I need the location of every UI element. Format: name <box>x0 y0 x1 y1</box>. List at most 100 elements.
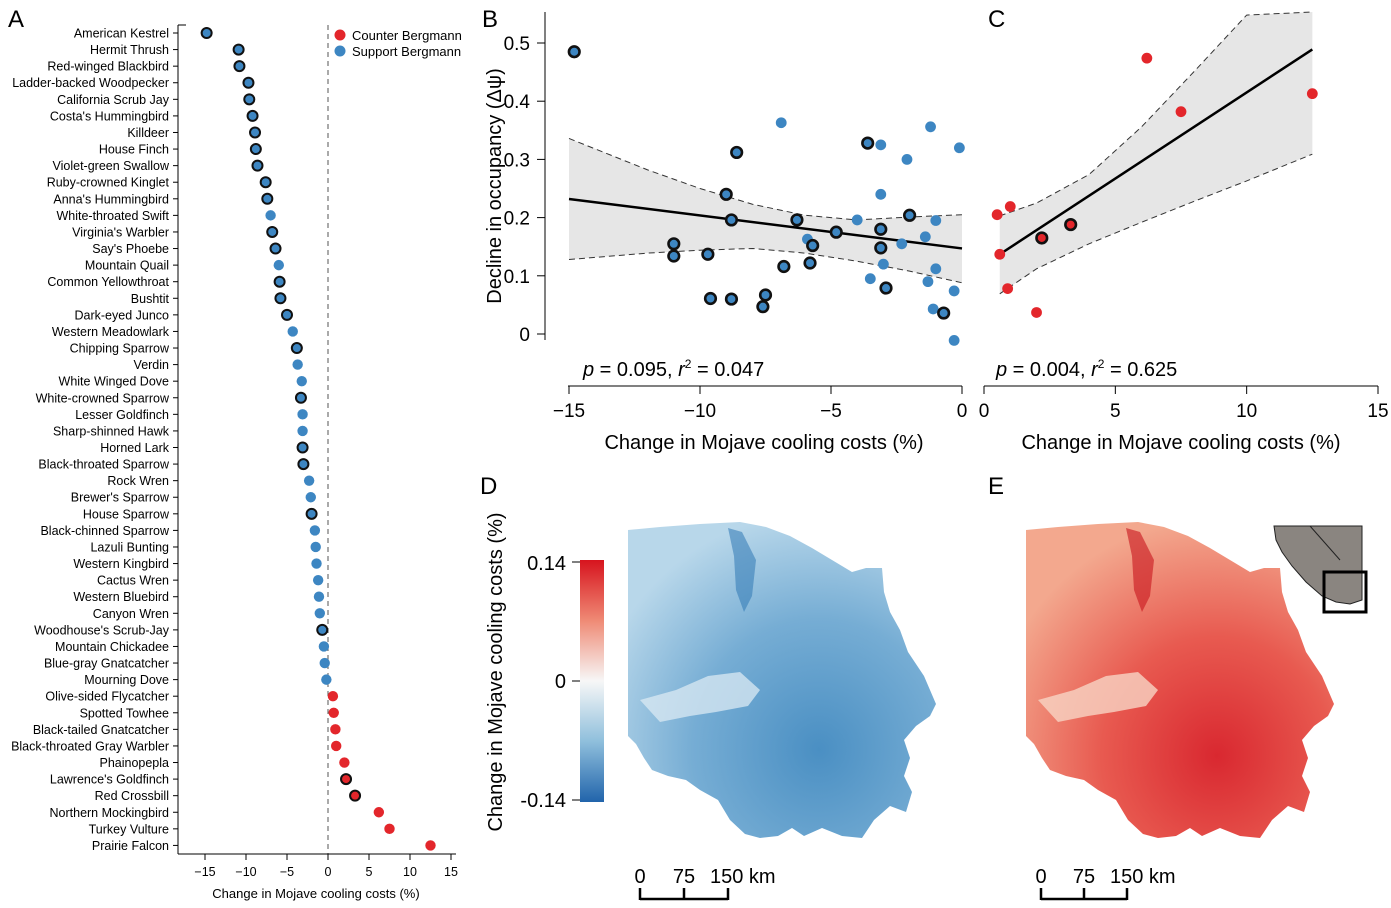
y-tick-label: 0.4 <box>504 92 531 113</box>
species-label: Northern Mockingbird <box>50 806 170 820</box>
species-point <box>339 757 350 768</box>
species-point <box>249 126 262 139</box>
species-point <box>303 475 315 486</box>
y-tick-label: 0.5 <box>504 34 530 55</box>
data-point <box>874 222 888 236</box>
species-point <box>384 823 395 835</box>
x-tick-label: 5 <box>366 865 373 879</box>
species-label: Lesser Goldfinch <box>75 408 169 422</box>
species-point <box>313 591 325 602</box>
species-label: Mountain Chickadee <box>55 640 169 654</box>
x-tick-label: 0 <box>979 401 990 422</box>
species-point <box>259 176 272 189</box>
data-point <box>930 215 942 226</box>
species-label: Violet-green Swallow <box>53 159 170 173</box>
species-point <box>232 43 245 56</box>
x-axis-label: Change in Mojave cooling costs (%) <box>604 432 923 454</box>
data-point <box>948 285 960 297</box>
stats-r-value: = 0.047 <box>691 359 764 381</box>
species-point <box>281 308 293 321</box>
data-point <box>901 154 913 165</box>
data-point <box>874 241 888 255</box>
x-axis-ticks: 0 5 10 15 <box>979 386 1389 422</box>
species-label: Horned Lark <box>100 441 170 455</box>
species-point <box>296 375 307 387</box>
species-label: Western Meadowlark <box>52 325 170 339</box>
species-label: Spotted Towhee <box>80 706 169 720</box>
regression-line <box>999 48 1314 256</box>
data-point <box>937 306 951 320</box>
species-label: Ladder-backed Woodpecker <box>12 76 169 90</box>
x-axis-label: Change in Mojave cooling costs (%) <box>212 886 419 901</box>
data-point <box>919 231 931 243</box>
confidence-band <box>569 138 962 283</box>
x-axis-ticks: −15 −10 −5 0 5 10 15 <box>194 854 458 879</box>
confidence-lower <box>999 153 1313 295</box>
species-point <box>246 109 259 122</box>
panel-b: B 0 0.1 0.2 0.3 0.4 0.5 −15 −10 −5 0 Change in M… <box>482 6 967 454</box>
species-point <box>318 641 330 652</box>
data-point <box>719 187 733 201</box>
data-point <box>1064 217 1078 232</box>
species-point <box>269 242 282 255</box>
colorbar-tick-label-bottom: -0.14 <box>520 790 566 812</box>
map-highlands-blue <box>640 672 760 722</box>
data-points <box>567 45 965 346</box>
map-ridge-blue <box>728 528 756 612</box>
x-tick-label: 0 <box>325 865 332 879</box>
data-point <box>875 188 887 200</box>
species-label: Cactus Wren <box>97 574 169 588</box>
species-label: Lawrence's Goldfinch <box>50 773 169 787</box>
stats-p-symbol: p <box>995 359 1007 381</box>
species-label: Costa's Hummingbird <box>50 109 169 123</box>
species-point <box>340 773 353 786</box>
legend: Counter Bergmann Support Bergmann <box>334 28 462 59</box>
species-point <box>261 192 274 205</box>
species-points <box>200 27 436 851</box>
species-point <box>273 259 284 271</box>
species-point <box>314 608 325 619</box>
data-point <box>567 45 581 59</box>
species-label: Rock Wren <box>107 474 169 488</box>
confidence-upper <box>999 11 1313 217</box>
scale-bar-label: 0 <box>634 866 645 888</box>
stats-r-value: = 0.625 <box>1104 359 1177 381</box>
scale-bar: 0 75 150 km <box>634 866 776 901</box>
scale-bar-label: 0 <box>1035 866 1046 888</box>
stats-r-symbol: r <box>1091 359 1099 381</box>
panel-a: A American Kestrel Hermit Thrush Red-winge… <box>8 6 462 901</box>
species-label: Anna's Hummingbird <box>53 192 169 206</box>
species-point <box>297 409 308 420</box>
confidence-lower <box>568 247 963 284</box>
species-label: Bushtit <box>131 292 170 306</box>
species-point <box>305 492 316 503</box>
data-point <box>879 281 893 295</box>
species-label: Prairie Falcon <box>92 839 169 853</box>
panel-c-letter: C <box>988 6 1005 33</box>
species-point <box>331 740 342 752</box>
data-point <box>1141 52 1153 64</box>
species-point <box>311 558 322 569</box>
species-label: Chipping Sparrow <box>70 342 170 356</box>
data-point <box>878 258 889 270</box>
species-label: Virginia's Warbler <box>72 225 169 239</box>
data-point <box>953 142 965 154</box>
species-label: American Kestrel <box>74 27 169 41</box>
x-tick-label: 15 <box>1367 401 1388 422</box>
legend-label-counter: Counter Bergmann <box>352 28 462 43</box>
x-tick-label: −5 <box>820 401 842 422</box>
species-label: Dark-eyed Junco <box>75 308 170 322</box>
data-point <box>667 237 681 251</box>
species-point <box>200 27 213 39</box>
species-point <box>287 326 298 337</box>
scale-bar-label: 75 <box>673 866 695 888</box>
data-point <box>701 247 715 261</box>
stats-p-symbol: p <box>582 359 594 381</box>
data-point <box>948 335 960 346</box>
stats-p-value: = 0.004, <box>1007 359 1091 381</box>
species-label: Turkey Vulture <box>89 822 169 836</box>
species-label: Killdeer <box>127 126 169 140</box>
data-point <box>829 225 843 239</box>
data-point <box>667 249 681 263</box>
